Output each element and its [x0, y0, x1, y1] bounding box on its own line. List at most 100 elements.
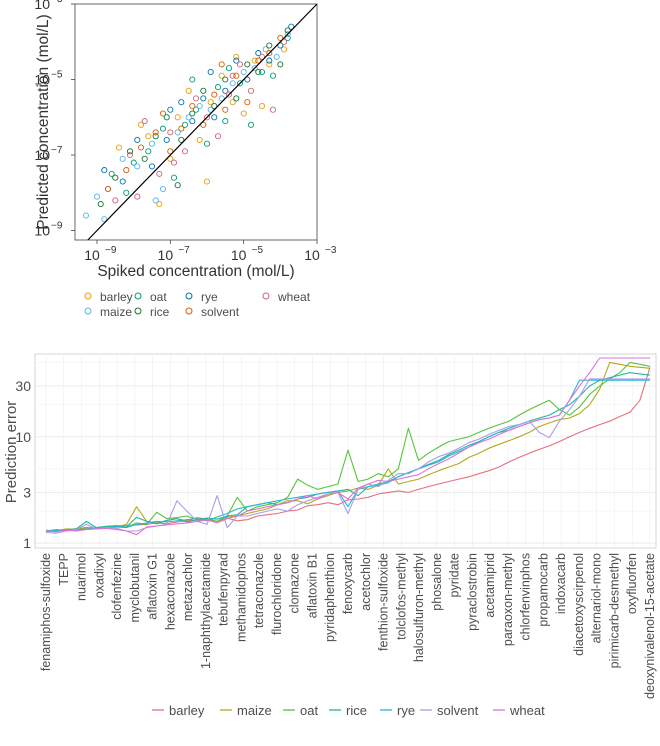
scatter-point-rice-7: [189, 110, 196, 117]
scatter-y-axis-title: Predicted concentration (mol/L): [35, 14, 52, 229]
scatter-legend-swatch-solvent: [185, 307, 193, 315]
scatter-point-solvent-4: [167, 148, 174, 155]
line-x-tick-label-15: aflatoxin B1: [306, 553, 320, 618]
line-x-tick-label-9: 1-naphthylacetamide: [199, 553, 213, 669]
scatter-x-tick-label-0: 10: [84, 247, 100, 263]
scatter-point-maize-3: [119, 155, 126, 162]
scatter-point-solvent-6: [189, 102, 196, 110]
scatter-point-rice-6: [178, 136, 185, 143]
scatter-point-rye-3: [148, 163, 156, 170]
scatter-point-solvent-8: [211, 91, 218, 98]
scatter-point-barley-17: [233, 53, 240, 60]
scatter-point-solvent-7: [200, 121, 207, 128]
scatter-point-maize-13: [240, 68, 247, 76]
line-x-tick-label-6: aflatoxin G1: [146, 553, 160, 620]
line-series-group: [45, 357, 651, 536]
line-x-tick-label-22: phosalone: [430, 553, 444, 611]
scatter-point-rice-9: [211, 102, 218, 110]
scatter-y-tick-label-0: 10: [34, 223, 50, 239]
scatter-legend-label-barley: barley: [100, 290, 133, 304]
scatter-point-rye-12: [255, 50, 262, 57]
scatter-point-maize-7: [174, 129, 181, 136]
scatter-point-barley-1: [137, 121, 145, 128]
line-legend: barley maize oat rice rye solvent wheat: [152, 703, 545, 718]
scatter-point-maize-0: [82, 212, 90, 219]
scatter-point-barley-12: [258, 102, 266, 110]
scatter-point-barley-5: [185, 87, 192, 94]
scatter-point-maize-9: [196, 102, 203, 110]
scatter-point-barley-14: [280, 46, 288, 53]
scatter-point-solvent-13: [266, 50, 273, 57]
scatter-point-wheat-2: [141, 118, 148, 125]
scatter-point-oat-2: [145, 148, 152, 155]
line-y-tick-label-3: 30: [15, 378, 31, 394]
scatter-point-wheat-10: [236, 61, 244, 68]
line-y-tick-label-0: 1: [23, 535, 31, 551]
scatter-x-tick-exp-3: −3: [325, 245, 337, 256]
line-x-tick-label-34: deoxynivalenol-15-acetate: [643, 553, 657, 699]
line-legend-label-solvent: solvent: [437, 703, 479, 718]
scatter-point-oat-8: [214, 84, 222, 91]
scatter-x-tick-label-3: 10: [304, 247, 320, 263]
line-y-tick-label-1: 3: [23, 484, 31, 500]
scatter-point-solvent-12: [255, 57, 262, 64]
scatter-point-barley-10: [240, 110, 247, 117]
scatter-point-rice-17: [174, 182, 181, 189]
scatter-y-tick-label-2: 10: [34, 72, 50, 88]
scatter-legend-swatch-rice: [134, 307, 142, 315]
scatter-point-rye-5: [178, 99, 185, 106]
scatter-legend: barley oat rye wheat maize rice solvent: [84, 290, 311, 319]
line-x-tick-label-30: diacetoxyscirpenol: [572, 553, 586, 656]
line-x-tick-label-4: clofenfezine: [110, 553, 124, 620]
scatter-legend-label-rice: rice: [150, 305, 170, 319]
scatter-point-rye-17: [207, 68, 214, 76]
line-legend-label-maize: maize: [237, 703, 272, 718]
scatter-point-wheat-8: [214, 133, 222, 140]
scatter-point-oat-13: [269, 72, 277, 79]
scatter-legend-label-rye: rye: [201, 290, 218, 304]
line-plot-frame: [34, 353, 657, 549]
scatter-point-solvent-16: [218, 61, 225, 68]
line-x-tick-label-33: oxyfluorfen: [625, 553, 639, 614]
scatter-point-rice-8: [200, 87, 207, 94]
scatter-point-rye-4: [163, 136, 170, 143]
scatter-identity-line: [87, 3, 318, 241]
scatter-point-barley-11: [251, 57, 258, 64]
scatter-point-oat-14: [284, 34, 291, 42]
scatter-point-wheat-12: [258, 53, 266, 60]
scatter-point-barley-9: [229, 99, 236, 106]
scatter-point-oat-16: [189, 76, 196, 83]
scatter-point-barley-6: [196, 136, 203, 143]
scatter-point-oat-6: [192, 106, 200, 113]
scatter-point-solvent-1: [123, 167, 130, 174]
scatter-point-barley-15: [203, 178, 211, 185]
line-x-tick-label-26: paraoxon-methyl: [501, 553, 515, 646]
line-x-tick-label-17: fenoxycarb: [341, 553, 355, 614]
line-x-tick-label-7: hexaconazole: [163, 553, 177, 630]
scatter-point-oat-5: [181, 121, 189, 128]
scatter-point-rice-11: [233, 95, 240, 102]
line-x-tick-label-23: pyridate: [448, 553, 462, 598]
line-x-tick-label-11: methamidophos: [234, 553, 248, 642]
scatter-point-wheat-3: [156, 170, 163, 177]
scatter-point-wheat-15: [134, 193, 141, 200]
line-x-tick-label-31: alternariol-mono: [590, 553, 604, 643]
scatter-point-wheat-5: [181, 148, 189, 155]
scatter-point-solvent-10: [233, 72, 240, 79]
scatter-points: [82, 23, 295, 223]
scatter-x-axis-title: Spiked concentration (mol/L): [97, 263, 294, 280]
line-x-ticks: fenamiphos-sulfoxide TEPP nuarimol oxadixyl…: [39, 553, 657, 699]
scatter-point-oat-17: [222, 118, 229, 125]
scatter-point-rice-1: [112, 174, 119, 181]
scatter-legend-swatch-wheat: [262, 292, 270, 300]
scatter-point-wheat-16: [229, 72, 236, 79]
scatter-y-tick-exp-2: −5: [51, 70, 63, 81]
line-series-solvent: [45, 378, 650, 534]
scatter-point-maize-17: [284, 31, 291, 38]
scatter-plot-frame: [74, 3, 318, 241]
line-x-tick-label-8: metazachlor: [181, 553, 195, 621]
scatter-point-rice-16: [284, 27, 291, 34]
scatter-point-wheat-11: [247, 87, 255, 94]
scatter-x-tick-exp-2: −5: [252, 245, 264, 256]
